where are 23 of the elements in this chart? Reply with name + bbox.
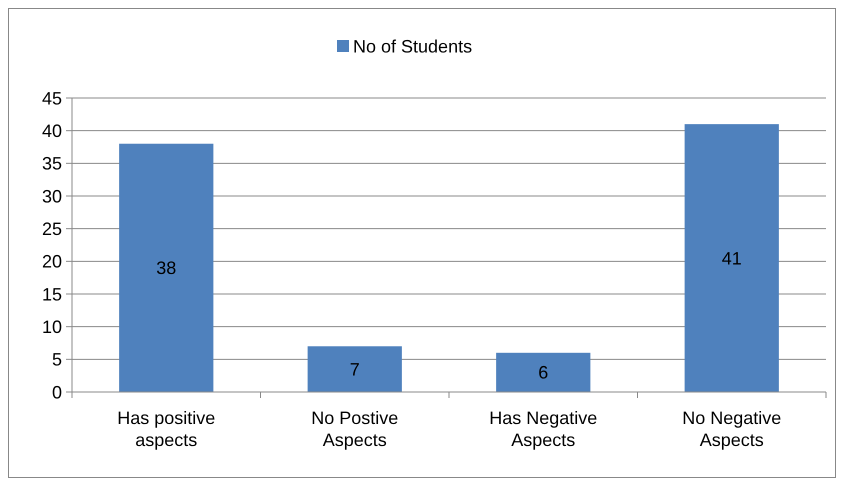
x-tick-label: Has positive aspects	[117, 408, 216, 450]
data-label: 7	[350, 359, 360, 380]
bar	[308, 346, 402, 392]
y-tick-label: 5	[52, 350, 62, 370]
y-tick-label: 30	[42, 186, 62, 206]
y-tick-label: 10	[42, 316, 62, 337]
y-tick-label: 25	[42, 218, 62, 239]
bar	[496, 352, 590, 392]
y-tick-label: 45	[42, 88, 62, 108]
bar	[119, 144, 214, 392]
data-label: 6	[538, 362, 548, 383]
y-tick-label: 0	[52, 382, 62, 402]
x-tick-label: No Postive Aspects	[311, 408, 398, 450]
data-label: 38	[156, 258, 176, 278]
y-tick-label: 40	[42, 120, 62, 141]
y-tick-label: 20	[42, 252, 62, 272]
x-tick-label: No Negative Aspects	[682, 408, 782, 450]
y-tick-label: 35	[42, 154, 62, 174]
y-tick-label: 15	[42, 284, 62, 304]
x-tick-label: Has Negative Aspects	[489, 408, 598, 450]
legend-label: No of Students	[353, 36, 472, 56]
data-label: 41	[722, 248, 742, 268]
bar	[684, 124, 779, 392]
